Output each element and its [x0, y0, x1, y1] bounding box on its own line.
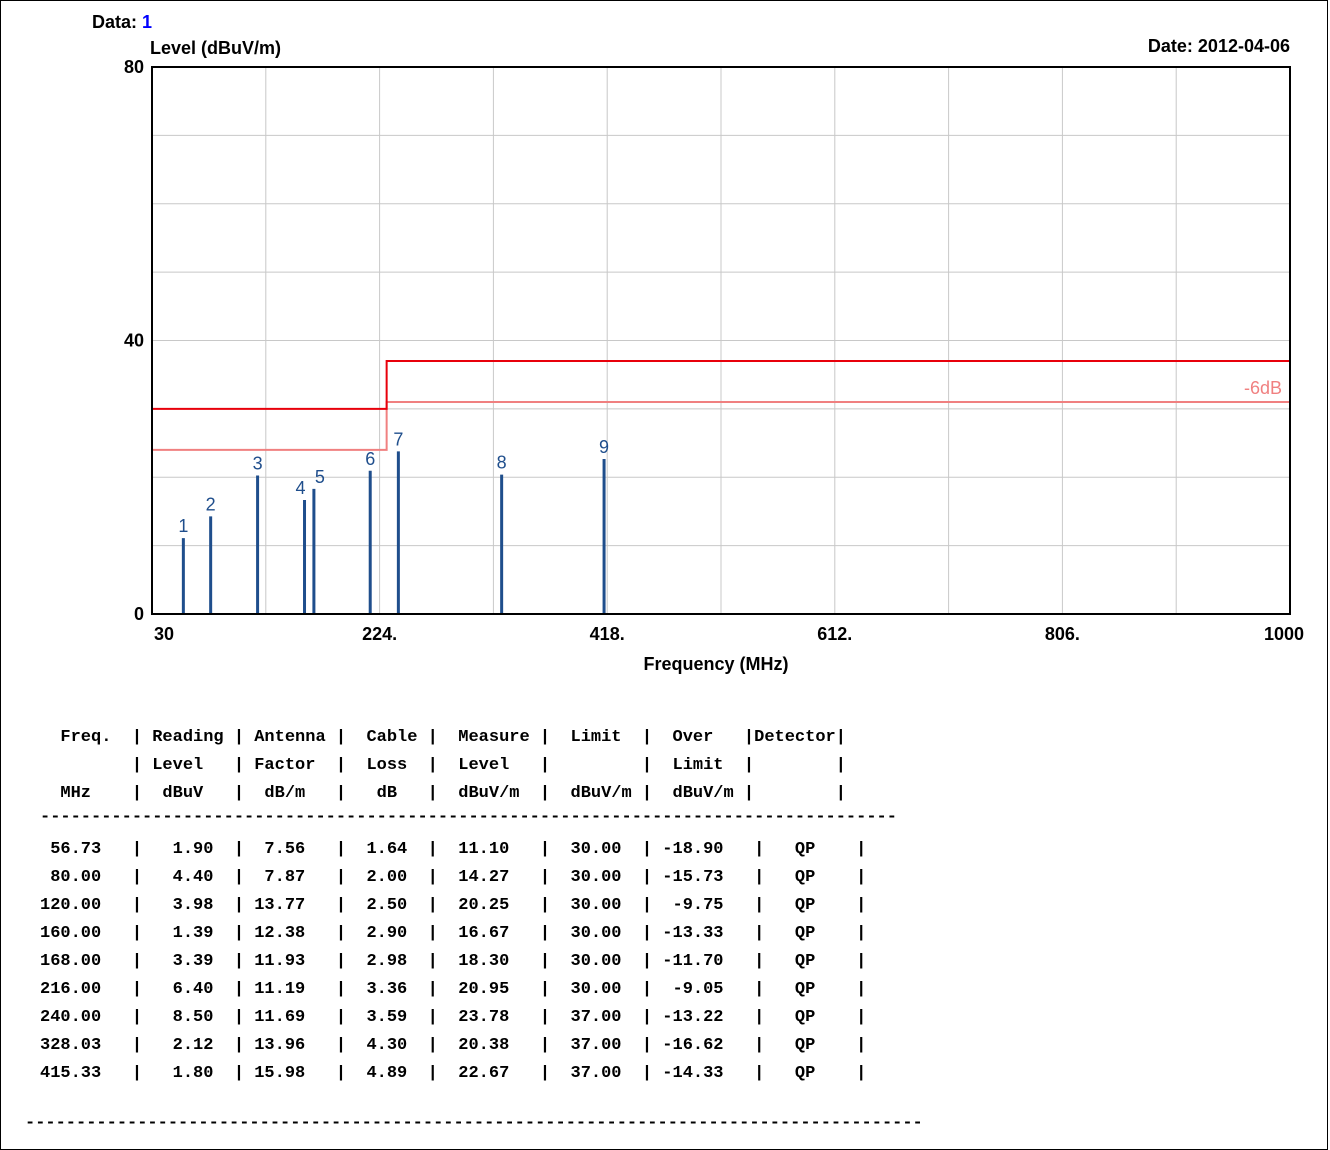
margin-line-label: -6dB: [1244, 378, 1282, 398]
point-label: 9: [599, 437, 609, 457]
table-row: 80.00 | 4.40 | 7.87 | 2.00 | 14.27 | 30.…: [40, 868, 867, 887]
data-label: Data:: [92, 12, 138, 32]
x-tick-label: 1000: [1264, 624, 1304, 644]
point-label: 2: [206, 494, 216, 514]
plot-border: [151, 66, 1291, 615]
table-footer-separator: ----------------------------------------…: [25, 1114, 923, 1133]
point-label: 8: [497, 453, 507, 473]
limit-lines: -6dB: [152, 360, 1290, 451]
table-row: 328.03 | 2.12 | 13.96 | 4.30 | 20.38 | 3…: [40, 1036, 867, 1055]
x-tick-label: 30: [154, 624, 174, 644]
margin-line: [152, 401, 1290, 451]
report-date: Date: 2012-04-06: [1147, 36, 1290, 56]
point-label: 4: [296, 478, 306, 498]
y-tick-label: 0: [134, 604, 144, 624]
y-axis-title: Level (dBuV/m): [150, 38, 281, 58]
data-label-line: Data: 1: [92, 12, 152, 33]
table-row: 120.00 | 3.98 | 13.77 | 2.50 | 20.25 | 3…: [40, 896, 867, 915]
y-tick-label: 40: [124, 331, 144, 351]
x-tick-label: 806.: [1045, 624, 1080, 644]
table-header-line: | Level | Factor | Loss | Level | | Limi…: [40, 756, 846, 775]
grid: [152, 67, 1290, 614]
table-header: Freq. | Reading | Antenna | Cable | Meas…: [40, 724, 846, 808]
table-header-line: MHz | dBuV | dB/m | dB | dBuV/m | dBuV/m…: [40, 784, 846, 803]
table-row: 168.00 | 3.39 | 11.93 | 2.98 | 18.30 | 3…: [40, 952, 867, 971]
x-axis-title: Frequency (MHz): [643, 654, 788, 674]
table-body: 56.73 | 1.90 | 7.56 | 1.64 | 11.10 | 30.…: [40, 836, 866, 1088]
limit-line: [152, 360, 1290, 410]
point-label: 7: [393, 429, 403, 449]
point-label: 5: [315, 467, 325, 487]
point-label: 3: [253, 454, 263, 474]
y-tick-label: 80: [124, 57, 144, 77]
table-row: 415.33 | 1.80 | 15.98 | 4.89 | 22.67 | 3…: [40, 1064, 867, 1083]
point-label: 1: [178, 516, 188, 536]
point-label: 6: [365, 449, 375, 469]
table-row: 240.00 | 8.50 | 11.69 | 3.59 | 23.78 | 3…: [40, 1008, 867, 1027]
table-header-line: Freq. | Reading | Antenna | Cable | Meas…: [40, 728, 846, 747]
table-row: 56.73 | 1.90 | 7.56 | 1.64 | 11.10 | 30.…: [40, 840, 867, 859]
axes: 30 224. 418. 612. 806. 1000 0 40 80 Level (dBuV/m…: [124, 38, 1304, 674]
x-tick-label: 224.: [362, 624, 397, 644]
x-tick-label: 418.: [590, 624, 625, 644]
table-row: 216.00 | 6.40 | 11.19 | 3.36 | 20.95 | 3…: [40, 980, 867, 999]
x-tick-label: 612.: [817, 624, 852, 644]
table-separator: ----------------------------------------…: [40, 808, 897, 827]
table-row: 160.00 | 1.39 | 12.38 | 2.90 | 16.67 | 3…: [40, 924, 867, 943]
data-value: 1: [142, 12, 153, 32]
